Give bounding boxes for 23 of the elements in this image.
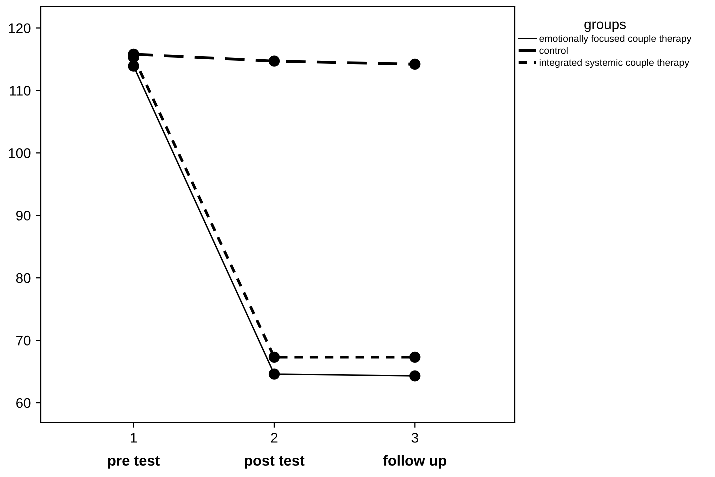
point xyxy=(268,352,280,363)
y-tick-label: 80 xyxy=(16,273,31,284)
text: follow up xyxy=(383,455,447,469)
text: post test xyxy=(245,456,305,469)
y-tick-label: 70 xyxy=(16,336,31,346)
point xyxy=(410,370,421,382)
y-tick-label: 90 xyxy=(16,210,31,221)
x-tick-label: 2 xyxy=(271,433,278,443)
legend-title: groups xyxy=(584,22,626,32)
legend-label: emotionally focused couple therapy xyxy=(540,35,692,44)
x-tick-label: 1 xyxy=(131,433,138,443)
y-tick-label: 60 xyxy=(16,398,31,408)
point xyxy=(268,56,280,67)
text: pre test xyxy=(108,456,160,469)
y-tick-label: 120 xyxy=(9,24,31,34)
legend-label: integrated systemic couple therapy xyxy=(540,59,690,68)
x-tick-label: 3 xyxy=(412,433,418,443)
y-tick-label: 100 xyxy=(9,148,31,158)
point xyxy=(410,352,421,363)
point xyxy=(268,368,280,380)
y-tick-label: 110 xyxy=(10,86,31,96)
legend-label: control xyxy=(540,47,568,54)
point xyxy=(410,58,421,70)
